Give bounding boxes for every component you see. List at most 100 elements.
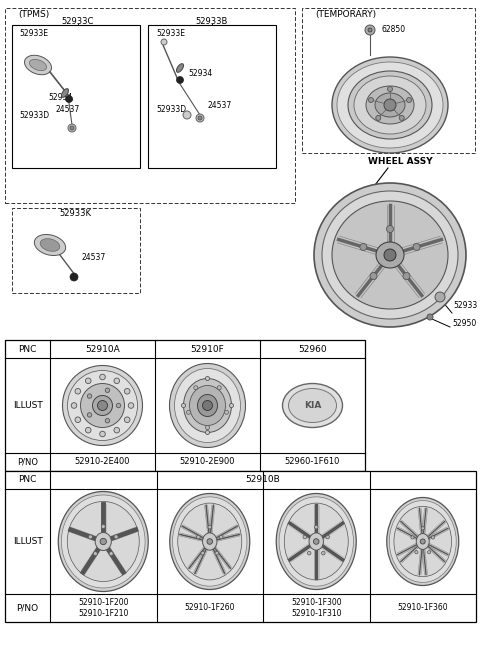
Circle shape xyxy=(413,243,420,251)
Text: 52910-1F200
52910-1F210: 52910-1F200 52910-1F210 xyxy=(78,598,129,618)
Circle shape xyxy=(376,115,381,121)
Ellipse shape xyxy=(197,394,217,417)
Ellipse shape xyxy=(322,191,458,319)
Circle shape xyxy=(65,96,72,102)
Text: 24537: 24537 xyxy=(208,100,232,110)
Circle shape xyxy=(88,535,93,539)
Text: KIA: KIA xyxy=(304,401,321,410)
Ellipse shape xyxy=(416,533,429,550)
Circle shape xyxy=(420,539,425,544)
Ellipse shape xyxy=(375,93,405,117)
Ellipse shape xyxy=(40,239,60,251)
Bar xyxy=(302,8,475,153)
Text: 52910-1F360: 52910-1F360 xyxy=(397,604,448,613)
Circle shape xyxy=(229,403,233,407)
Ellipse shape xyxy=(309,533,324,550)
Ellipse shape xyxy=(170,493,250,590)
Ellipse shape xyxy=(61,89,69,97)
Circle shape xyxy=(205,377,209,380)
Ellipse shape xyxy=(35,234,66,255)
Circle shape xyxy=(307,551,311,555)
Circle shape xyxy=(203,401,213,411)
Circle shape xyxy=(421,527,424,530)
Text: WHEEL ASSY: WHEEL ASSY xyxy=(368,157,432,167)
Ellipse shape xyxy=(389,501,456,583)
Circle shape xyxy=(313,539,319,544)
Circle shape xyxy=(93,396,112,415)
Circle shape xyxy=(109,552,113,556)
Circle shape xyxy=(384,249,396,261)
Text: 52934: 52934 xyxy=(48,94,72,102)
Circle shape xyxy=(101,525,105,529)
Ellipse shape xyxy=(283,384,343,428)
Circle shape xyxy=(365,25,375,35)
Ellipse shape xyxy=(284,503,348,580)
Circle shape xyxy=(196,114,204,122)
Ellipse shape xyxy=(175,369,240,443)
Circle shape xyxy=(183,111,191,119)
Ellipse shape xyxy=(172,497,247,586)
Circle shape xyxy=(360,243,367,251)
Text: PNC: PNC xyxy=(18,344,36,354)
Bar xyxy=(12,25,140,168)
Ellipse shape xyxy=(62,365,143,445)
Circle shape xyxy=(116,403,120,407)
Circle shape xyxy=(198,116,202,120)
Circle shape xyxy=(124,417,130,422)
Circle shape xyxy=(370,272,377,279)
Circle shape xyxy=(177,77,183,83)
Text: 52933: 52933 xyxy=(453,302,477,310)
Ellipse shape xyxy=(354,76,426,134)
Text: ILLUST: ILLUST xyxy=(12,537,42,546)
Text: 52933E: 52933E xyxy=(19,28,48,37)
Text: P/NO: P/NO xyxy=(17,457,38,466)
Ellipse shape xyxy=(24,55,51,75)
Text: 52960-1F610: 52960-1F610 xyxy=(285,457,340,466)
Text: 52933B: 52933B xyxy=(196,18,228,26)
Circle shape xyxy=(386,226,394,232)
Circle shape xyxy=(384,99,396,111)
Circle shape xyxy=(124,388,130,394)
Bar xyxy=(5,471,476,622)
Circle shape xyxy=(194,386,198,390)
Ellipse shape xyxy=(366,86,414,124)
Bar xyxy=(148,25,276,168)
Text: 52933E: 52933E xyxy=(156,28,185,37)
Ellipse shape xyxy=(190,386,226,426)
Text: 52933K: 52933K xyxy=(59,209,91,218)
Text: 52910-2E900: 52910-2E900 xyxy=(180,457,235,466)
Ellipse shape xyxy=(177,64,183,72)
Circle shape xyxy=(71,403,77,408)
Text: 52950: 52950 xyxy=(452,319,476,327)
Bar xyxy=(12,208,140,293)
Circle shape xyxy=(161,39,167,45)
Circle shape xyxy=(207,539,213,544)
Circle shape xyxy=(208,525,212,529)
Circle shape xyxy=(75,388,81,394)
Ellipse shape xyxy=(58,491,148,592)
Text: 52910A: 52910A xyxy=(85,344,120,354)
Circle shape xyxy=(114,427,120,433)
Circle shape xyxy=(100,431,105,437)
Circle shape xyxy=(303,535,307,539)
Ellipse shape xyxy=(387,497,459,586)
Circle shape xyxy=(85,427,91,433)
Ellipse shape xyxy=(178,503,242,580)
Circle shape xyxy=(435,292,445,302)
Circle shape xyxy=(399,115,404,121)
Ellipse shape xyxy=(61,495,145,588)
Circle shape xyxy=(68,124,76,132)
Circle shape xyxy=(196,535,200,539)
Circle shape xyxy=(201,551,204,555)
Ellipse shape xyxy=(68,371,137,440)
Circle shape xyxy=(427,314,433,320)
Circle shape xyxy=(114,535,118,539)
Circle shape xyxy=(181,403,185,407)
Ellipse shape xyxy=(376,242,404,268)
Ellipse shape xyxy=(29,60,47,71)
Text: ILLUST: ILLUST xyxy=(12,401,42,410)
Circle shape xyxy=(314,525,318,529)
Ellipse shape xyxy=(203,533,217,550)
Circle shape xyxy=(105,388,109,392)
Circle shape xyxy=(215,551,218,555)
